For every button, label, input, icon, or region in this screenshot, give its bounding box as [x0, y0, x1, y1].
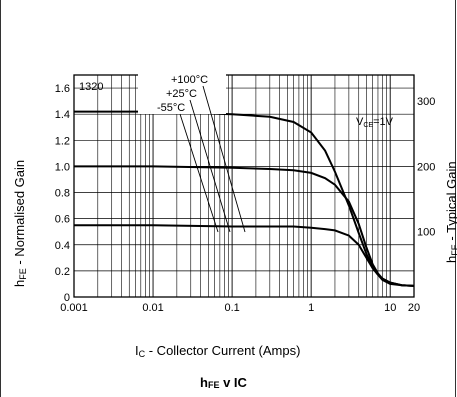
y-tick-label: 1.0: [55, 161, 70, 173]
y2-tick-label: 200: [417, 161, 435, 173]
y-tick-label: 1.4: [55, 109, 70, 121]
plot-border: [73, 74, 415, 298]
x-tick-label: 1: [308, 302, 314, 314]
legend-box: [138, 72, 226, 114]
leader-lines: [179, 85, 246, 233]
x-tick-label: 20: [408, 302, 420, 314]
series-label-m55: -55°C: [157, 102, 185, 114]
series-line-2: [74, 224, 415, 287]
y2-axis-title: hFE - Typical Gain: [444, 161, 457, 263]
x-tick-label: 10: [384, 302, 396, 314]
grid-layer: [73, 75, 415, 298]
y-tick-label: 0.6: [55, 214, 70, 226]
y-tick-label: 0.4: [55, 240, 70, 252]
series-label-25: +25°C: [166, 88, 197, 100]
x-tick-label: 0.001: [60, 302, 88, 314]
series-label-100: +100°C: [171, 74, 208, 86]
series-line-0: [74, 110, 415, 287]
frame-right-edge: [455, 0, 456, 397]
y-tick-label: 0: [64, 292, 70, 304]
x-tick-label: 0.01: [142, 302, 163, 314]
y-tick-label: 0.8: [55, 188, 70, 200]
x-tick-label: 0.1: [224, 302, 239, 314]
y-tick-label: 0.2: [55, 266, 70, 278]
series-layer: [74, 110, 415, 287]
y-axis-title: hFE - Normalised Gain: [12, 160, 28, 287]
tick-layer: 0.001 0.01 0.1 1 10 2000.20.40.60.81.01.21.41…: [55, 83, 436, 314]
y-tick-label: 1.2: [55, 135, 70, 147]
condition-label: VCE=1V: [356, 116, 394, 129]
y2-tick-label: 100: [417, 227, 435, 239]
tag-label: 1320: [79, 81, 103, 93]
chart-caption: hFE v IC: [200, 375, 248, 390]
y-tick-label: 1.6: [55, 83, 70, 95]
frame-left-edge: [0, 0, 1, 397]
x-axis-title: IC - Collector Current (Amps): [135, 343, 300, 359]
y2-tick-label: 300: [417, 96, 435, 108]
